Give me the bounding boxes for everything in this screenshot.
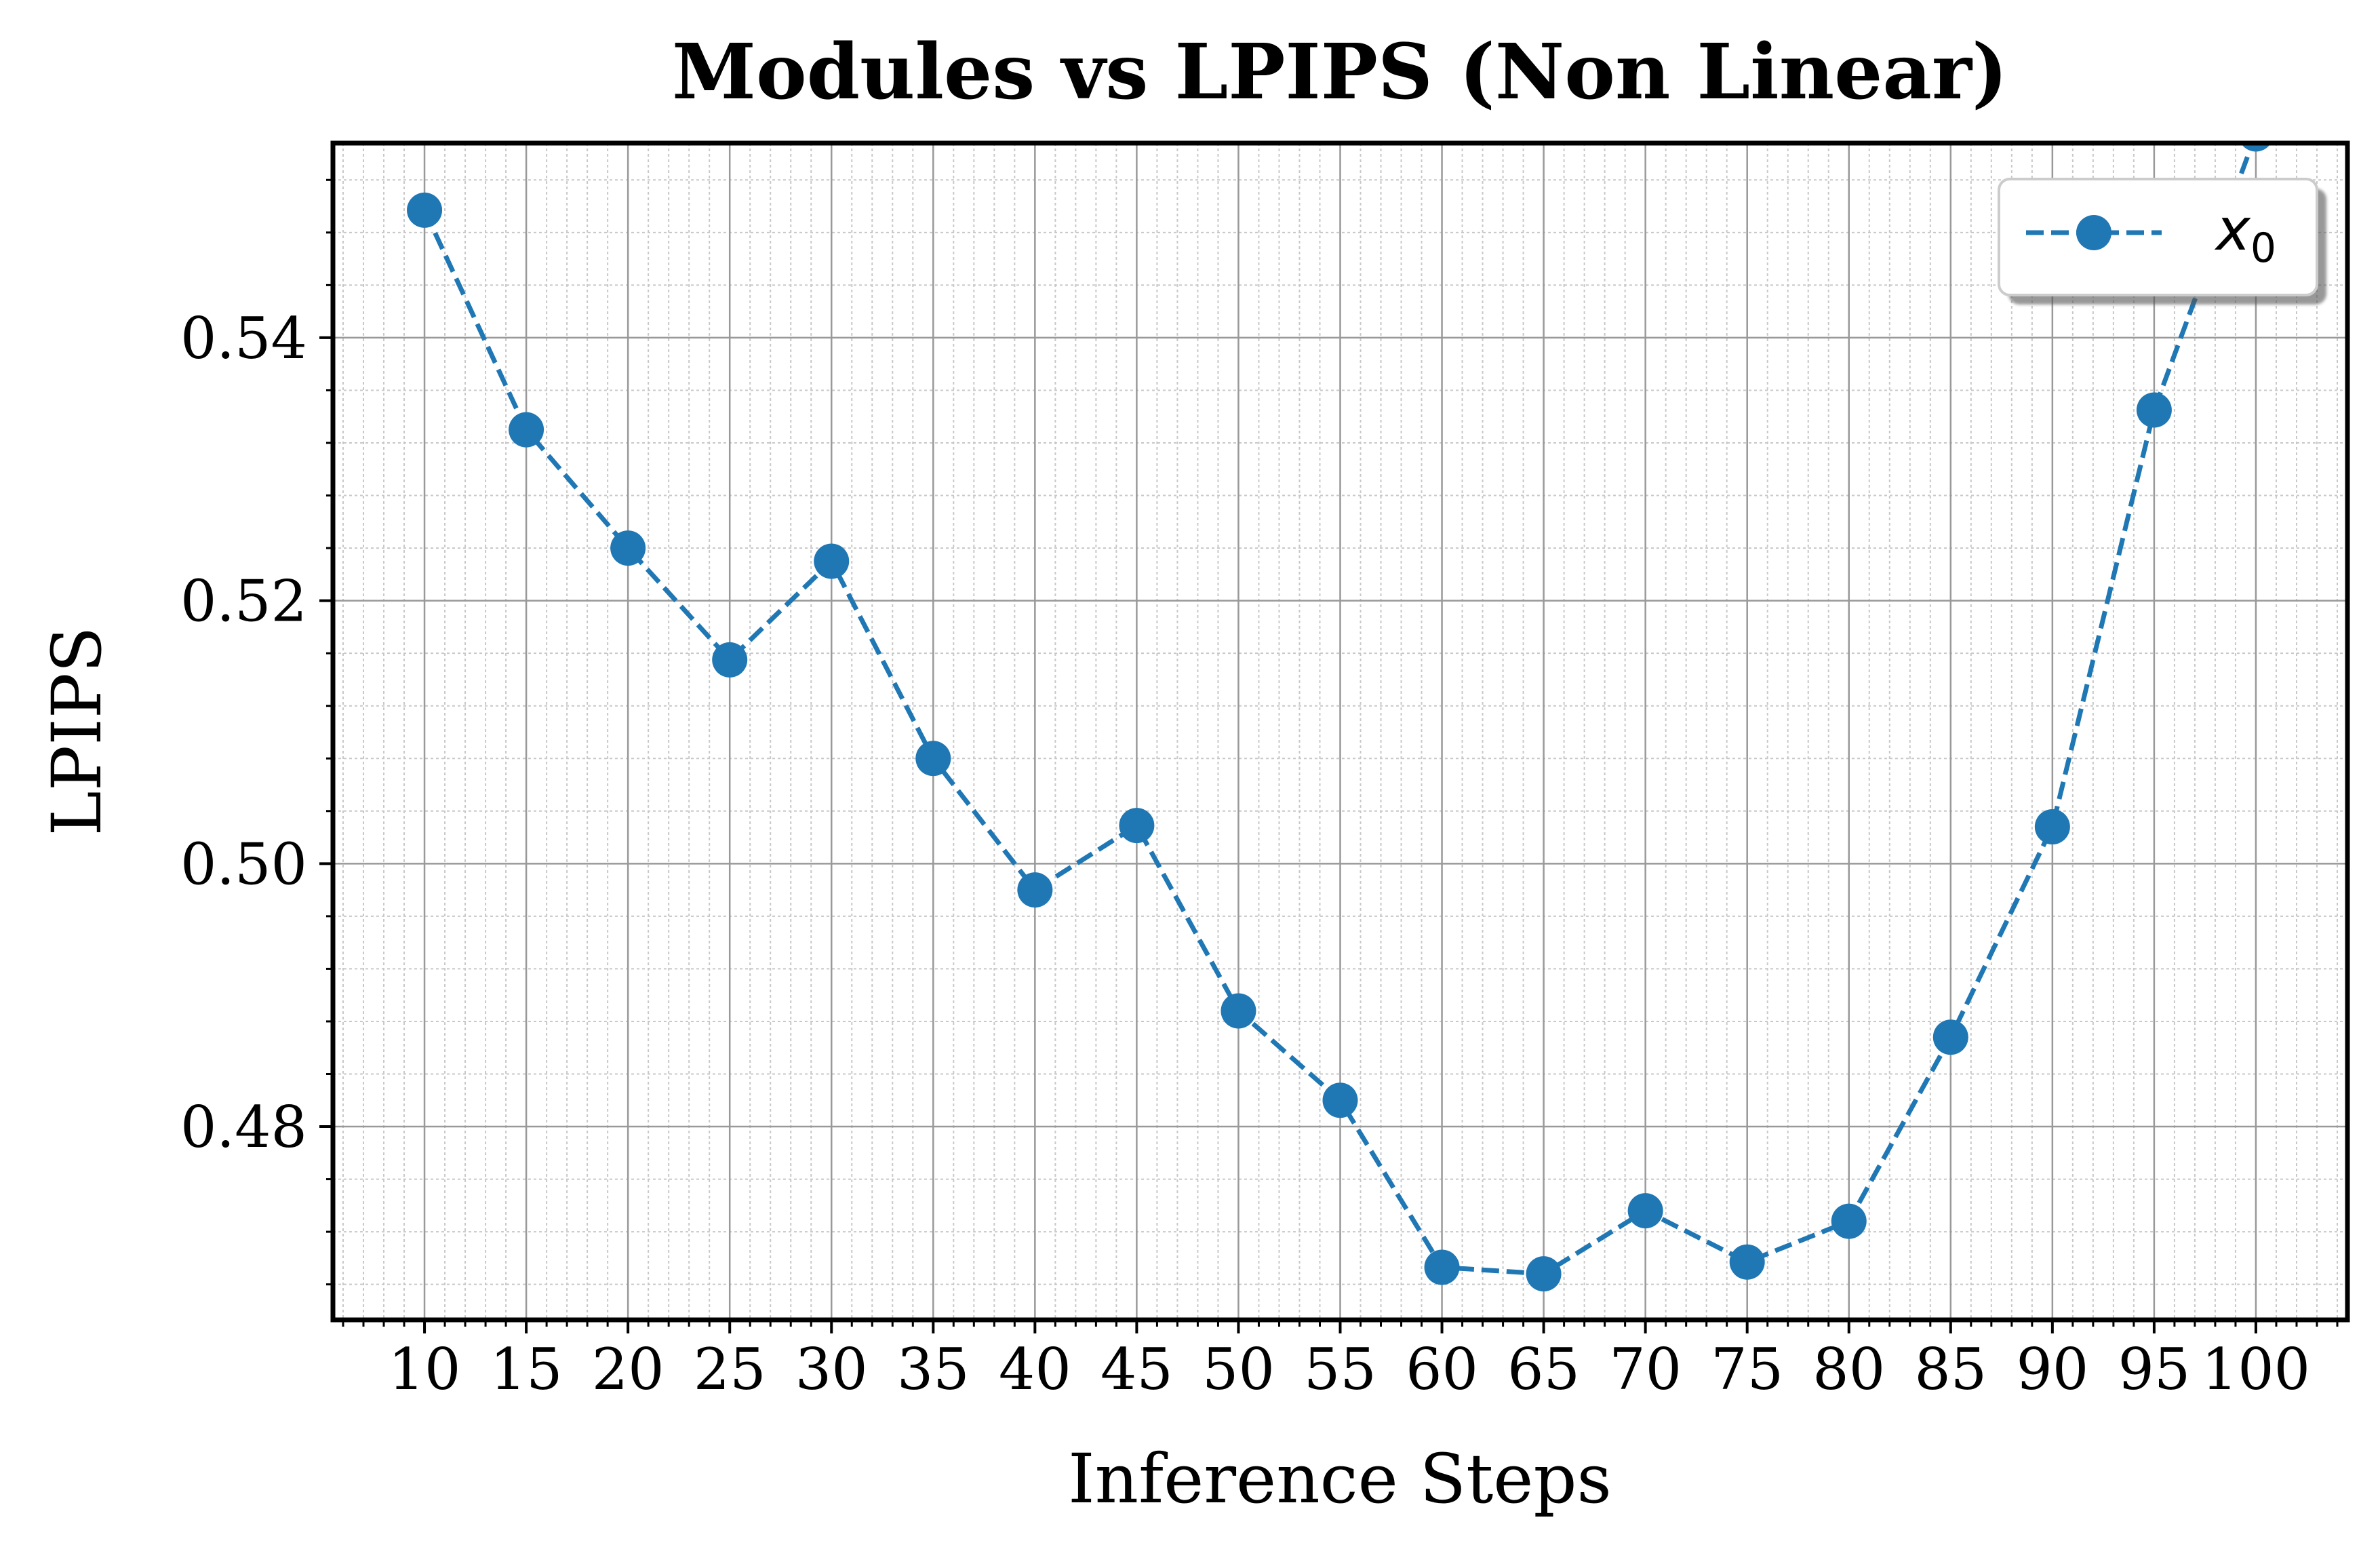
data-point bbox=[2136, 392, 2172, 428]
x-tick-label: 75 bbox=[1711, 1336, 1783, 1403]
legend-marker bbox=[2076, 215, 2111, 250]
data-point bbox=[1017, 872, 1053, 908]
x-tick-label: 30 bbox=[795, 1336, 868, 1403]
x-tick-label: 85 bbox=[1914, 1336, 1987, 1403]
x-tick-label: 20 bbox=[592, 1336, 665, 1403]
data-point bbox=[407, 192, 443, 228]
major-grid bbox=[333, 143, 2347, 1320]
x-tick-label: 40 bbox=[999, 1336, 1071, 1403]
x-tick-label: 100 bbox=[2202, 1336, 2310, 1403]
y-tick-label: 0.54 bbox=[180, 305, 307, 372]
data-point bbox=[1831, 1203, 1867, 1239]
x-tick-label: 70 bbox=[1609, 1336, 1682, 1403]
x-tick-label: 80 bbox=[1812, 1336, 1885, 1403]
minor-grid bbox=[333, 143, 2347, 1320]
y-axis-label: LPIPS bbox=[37, 627, 117, 836]
x-tick-label: 65 bbox=[1507, 1336, 1580, 1403]
x-axis-label: Inference Steps bbox=[1068, 1439, 1612, 1519]
data-point bbox=[1221, 993, 1256, 1029]
x-tick-label: 95 bbox=[2118, 1336, 2190, 1403]
data-point bbox=[712, 642, 748, 678]
y-tick-label: 0.52 bbox=[180, 568, 307, 635]
data-point bbox=[1119, 808, 1155, 844]
data-point bbox=[1322, 1082, 1358, 1118]
data-point bbox=[1424, 1249, 1460, 1285]
y-tick-label: 0.50 bbox=[180, 831, 307, 897]
x-tick-label: 90 bbox=[2016, 1336, 2088, 1403]
data-point bbox=[2034, 809, 2070, 845]
x-tick-label: 25 bbox=[694, 1336, 766, 1403]
x-tick-label: 55 bbox=[1304, 1336, 1376, 1403]
data-point bbox=[915, 741, 951, 777]
legend-label-subscript: 0 bbox=[2250, 224, 2276, 272]
x-tick-label: 60 bbox=[1406, 1336, 1478, 1403]
data-point bbox=[1729, 1244, 1765, 1280]
y-axis-ticks: 0.48 0.50 0.52 0.54 bbox=[180, 178, 333, 1286]
x-tick-label: 45 bbox=[1100, 1336, 1173, 1403]
series-layer bbox=[407, 143, 2272, 1292]
x-tick-label: 50 bbox=[1202, 1336, 1275, 1403]
y-tick-label: 0.48 bbox=[180, 1094, 307, 1160]
data-point bbox=[509, 412, 544, 448]
legend-label: x0 bbox=[2214, 196, 2276, 272]
data-point bbox=[1526, 1256, 1562, 1292]
x-tick-label: 10 bbox=[389, 1336, 461, 1403]
data-point bbox=[610, 530, 646, 566]
x-tick-label: 35 bbox=[897, 1336, 970, 1403]
data-point bbox=[1932, 1019, 1968, 1055]
x-tick-label: 15 bbox=[490, 1336, 563, 1403]
legend: x0 bbox=[1998, 178, 2326, 305]
x-axis-ticks: 10 15 20 25 30 35 40 45 50 55 60 65 70 75 80 85 90 95 100 bbox=[342, 1320, 2339, 1403]
legend-box bbox=[1998, 178, 2318, 296]
data-point bbox=[1627, 1193, 1663, 1229]
legend-label-name: x bbox=[2214, 196, 2251, 264]
chart-title: Modules vs LPIPS (Non Linear) bbox=[672, 28, 2008, 117]
data-point bbox=[814, 543, 850, 579]
